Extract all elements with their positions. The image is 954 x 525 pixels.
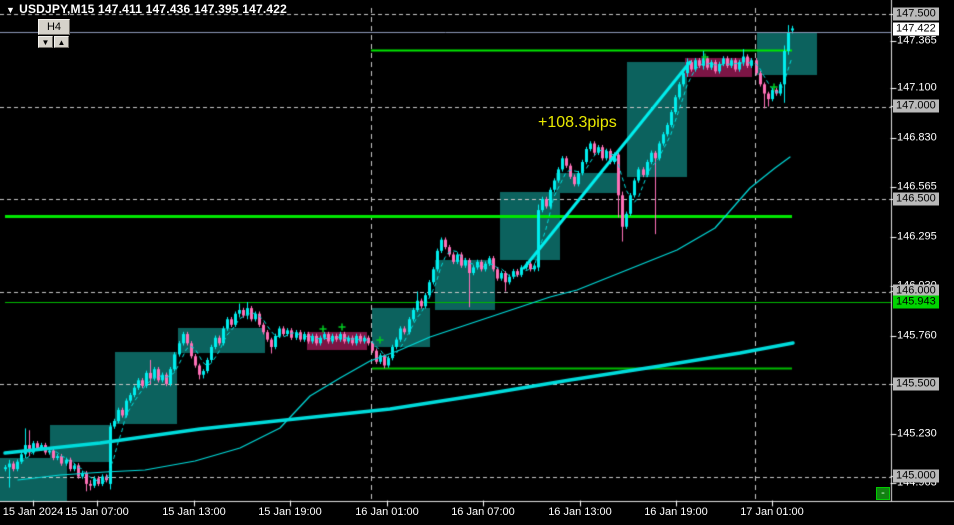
price-grid-label: 147.500 [893, 7, 939, 21]
time-tick-label: 16 Jan 01:00 [355, 506, 419, 518]
chart-title: ▼ USDJPY,M15 147.411 147.436 147.395 147.… [6, 2, 287, 16]
price-tick-label: 146.830 [897, 131, 937, 144]
price-grid-label: 145.000 [893, 469, 939, 483]
trade-result-annotation: +108.3pips [538, 114, 617, 131]
current-price-label: 147.422 [893, 22, 939, 36]
time-tick-label: 15 Jan 19:00 [258, 506, 322, 518]
timeframe-button[interactable]: H4 [38, 19, 70, 35]
time-tick-label: 17 Jan 01:00 [740, 506, 804, 518]
price-grid-label: 146.500 [893, 192, 939, 206]
timeframe-up-button[interactable]: ▲ [54, 36, 69, 48]
chart-title-text: USDJPY,M15 147.411 147.436 147.395 147.4… [19, 2, 288, 16]
price-tick-label: 147.365 [897, 34, 937, 47]
timeframe-panel: H4 ▼ ▲ [38, 19, 70, 48]
price-tick-label: 145.230 [897, 427, 937, 440]
price-tick-label: 146.565 [897, 180, 937, 193]
price-grid-label: 147.000 [893, 99, 939, 113]
time-tick-label: 15 Jan 07:00 [65, 506, 129, 518]
price-tick-label: 145.760 [897, 329, 937, 342]
minimize-chart-button[interactable]: - [876, 487, 890, 500]
time-tick-label: 16 Jan 13:00 [548, 506, 612, 518]
price-grid-label: 145.500 [893, 377, 939, 391]
time-tick-label: 16 Jan 19:00 [644, 506, 708, 518]
symbol-dropdown-icon[interactable]: ▼ [6, 5, 16, 15]
price-tick-label: 147.100 [897, 81, 937, 94]
time-tick-label: 15 Jan 13:00 [162, 506, 226, 518]
time-tick-label: 15 Jan 2024 [2, 506, 64, 518]
price-level-label: 145.943 [893, 295, 939, 309]
time-tick-label: 16 Jan 07:00 [451, 506, 515, 518]
price-tick-label: 146.295 [897, 230, 937, 243]
price-grid-label: 146.000 [893, 284, 939, 298]
timeframe-down-button[interactable]: ▼ [38, 36, 53, 48]
